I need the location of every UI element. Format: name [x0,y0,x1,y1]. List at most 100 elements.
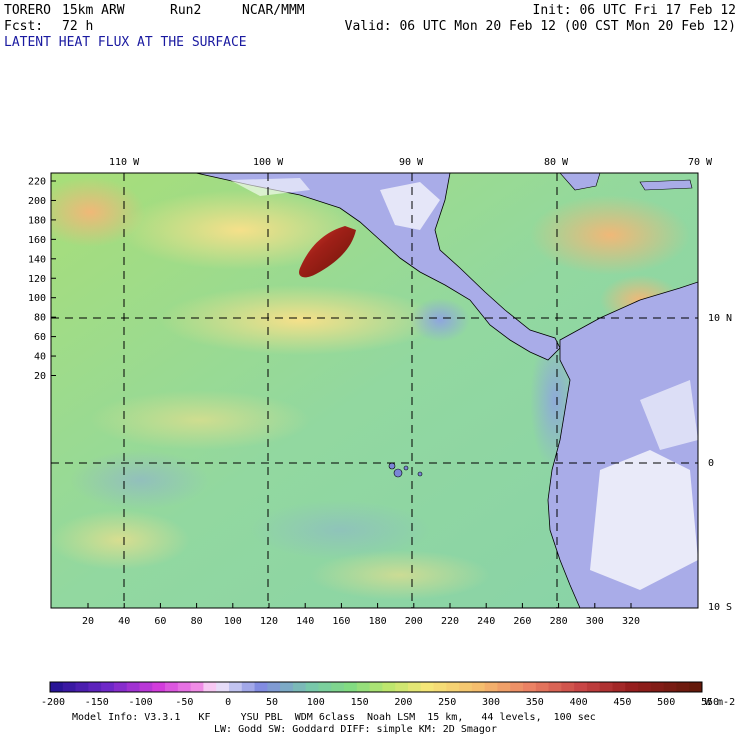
colorbar-label: 350 [526,697,544,708]
flux-patch [90,390,310,450]
x-tick-label: 220 [441,616,459,627]
colorbar-cell [101,682,115,692]
colorbar-cell [331,682,345,692]
colorbar-label: 0 [225,697,231,708]
colorbar-cell [267,682,281,692]
y-tick-label: 220 [28,177,46,188]
colorbar-cell [599,682,613,692]
x-tick-label: 140 [296,616,314,627]
y-tick-label: 180 [28,215,46,226]
land-lowflux-patch [590,450,698,590]
y-tick-label: 200 [28,196,46,207]
x-tick-label: 80 [191,616,203,627]
tehuantepec-flux-maximum [299,226,356,278]
y-tick-label: 140 [28,254,46,265]
colorbar-cell [459,682,473,692]
colorbar-cell [650,682,665,692]
map-plot-area [51,173,698,608]
lat-label-10n: 10 N [708,313,733,324]
flux-patch [250,500,430,560]
y-tick-label: 40 [34,352,46,363]
map-frame [50,172,699,609]
colorbar-cell [407,682,422,692]
colorbar-cell [88,682,102,692]
colorbar-label: -200 [41,697,65,708]
x-tick-label: 60 [154,616,166,627]
colorbar-cell [254,682,268,692]
y-tick-label: 120 [28,274,46,285]
colorbar-cell [446,682,460,692]
galapagos-island [393,468,403,478]
x-tick-label: 20 [82,616,94,627]
lon-label-100w: 100 W [253,157,284,168]
lat-label-0: 0 [708,458,715,469]
colorbar-cell [344,682,358,692]
colorbar-cell [292,682,307,692]
colorbar-cell [203,682,217,692]
colorbar-cell [113,682,128,692]
y-tick-label: 80 [34,313,46,324]
lon-label-110w: 110 W [109,157,140,168]
colorbar-label: -100 [129,697,153,708]
flux-patch [410,298,470,342]
land-lowflux-patch [380,182,440,230]
forecast-hours: 72 h [62,19,94,34]
galapagos-island [417,471,423,477]
colorbar-cell [165,682,179,692]
colorbar-label: -50 [175,697,193,708]
forecast-label: Fcst: [4,19,44,34]
colorbar-cell [241,682,255,692]
colorbar-cell [497,682,511,692]
flux-patch [120,190,360,270]
colorbar-cell [280,682,294,692]
land-lowflux-patch [640,380,698,450]
x-axis-ticks: 20 40 60 80 100 120 140 160 180 200 220 240 260 280 30… [82,603,640,627]
y-tick-label: 60 [34,332,46,343]
galapagos-island [403,465,409,471]
x-tick-label: 100 [224,616,242,627]
colorbar-cell [318,682,332,692]
x-tick-label: 40 [118,616,130,627]
flux-patch [530,195,690,275]
colorbar-cell [420,682,434,692]
x-tick-label: 240 [477,616,495,627]
flux-patch [160,285,440,355]
land-island [559,173,601,191]
colorbar-cell [139,682,153,692]
colorbar-cell [663,682,677,692]
colorbar-cell [382,682,396,692]
model-name: TORERO [4,3,51,18]
colorbar-cell [228,682,243,692]
colorbar-label: 100 [307,697,325,708]
land-central-america [195,173,561,361]
colorbar-cell [126,682,140,692]
colorbar-cell [395,682,409,692]
model-info-line1: Model Info: V3.3.1 KF YSU PBL WDM 6class… [72,712,596,723]
field-title: LATENT HEAT FLUX AT THE SURFACE [4,35,247,50]
colorbar-cell [561,682,575,692]
colorbar-cell [535,682,549,692]
colorbar-cell [689,682,703,692]
colorbar-cell [356,682,371,692]
land-lowflux-patch [230,178,310,196]
y-tick-label: 160 [28,235,46,246]
lat-label-10s: 10 S [708,602,733,613]
colorbar-label: -150 [85,697,109,708]
model-info-line2: LW: Godd SW: Goddard DIFF: simple KM: 2D… [214,724,497,735]
flux-patch [310,550,490,600]
colorbar-cell [369,682,383,692]
x-tick-label: 200 [405,616,423,627]
x-tick-label: 160 [332,616,350,627]
x-tick-label: 260 [513,616,531,627]
y-tick-label: 20 [34,371,46,382]
colorbar: -200 -150 -100 -50 0 50 100 150 200 250 300 350 400 4… [41,681,719,708]
colorbar-cell [216,682,230,692]
colorbar-cell [484,682,498,692]
colorbar-label: 200 [394,697,412,708]
galapagos-island [388,462,396,470]
flux-patch [51,510,190,570]
colorbar-cell [638,682,652,692]
colorbar-cell [190,682,204,692]
colorbar-cell [510,682,524,692]
